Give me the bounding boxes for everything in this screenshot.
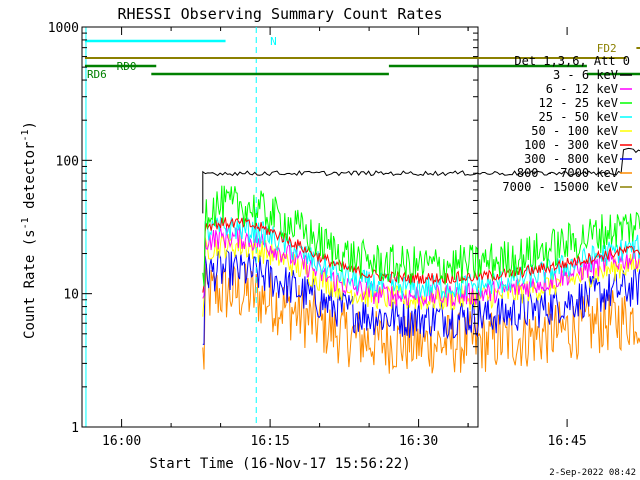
legend-title: Det 1,3,6, Att 0 <box>514 54 630 68</box>
legend-label-1: 6 - 12 keV <box>546 82 618 96</box>
y-axis-label-end: ) <box>22 121 38 129</box>
y-axis-label: Count Rate (s-1 detector-1) <box>20 121 38 339</box>
y-tick-label-1: 10 <box>63 288 79 303</box>
axis-ticks: 16:0016:1516:3016:4517:0017:1517:3011010… <box>48 21 587 449</box>
series-line-1 <box>202 226 640 307</box>
legend-label-4: 50 - 100 keV <box>531 124 618 138</box>
y-axis-label-mid: detector <box>22 142 38 218</box>
y-axis-label-sup1: -1 <box>20 217 31 229</box>
legend-label-6: 300 - 800 keV <box>524 152 618 166</box>
x-tick-label-1: 16:15 <box>251 434 290 449</box>
series-line-0 <box>202 147 640 214</box>
series-line-3 <box>202 216 640 300</box>
series-line-2 <box>202 185 640 287</box>
footer-timestamp: 2-Sep-2022 08:42 <box>549 468 636 478</box>
legend-label-7: 800 - 7000 keV <box>517 166 618 180</box>
chart-title: RHESSI Observing Summary Count Rates <box>117 5 442 23</box>
vertical-markers <box>85 27 257 427</box>
legend-label-0: 3 - 6 keV <box>553 68 618 82</box>
legend-label-2: 12 - 25 keV <box>539 96 618 110</box>
y-axis-label-main: Count Rate (s <box>22 229 38 339</box>
series-line-6 <box>202 249 640 345</box>
legend-label-8: 7000 - 15000 keV <box>502 180 618 194</box>
series-line-4 <box>202 233 640 317</box>
y-tick-label-2: 100 <box>56 154 79 169</box>
legend-label-5: 100 - 300 keV <box>524 138 618 152</box>
flag-label-rd0: RD0 <box>117 60 137 73</box>
x-axis-label: Start Time (16-Nov-17 15:56:22) <box>149 456 410 472</box>
flag-label-fd2: FD2 <box>597 42 617 55</box>
y-tick-label-3: 1000 <box>48 21 79 36</box>
x-tick-label-0: 16:00 <box>102 434 141 449</box>
legend-label-3: 25 - 50 keV <box>539 110 618 124</box>
series-layer <box>202 147 640 374</box>
x-tick-label-3: 16:45 <box>548 434 587 449</box>
x-tick-label-2: 16:30 <box>399 434 438 449</box>
y-axis-label-sup2: -1 <box>20 129 31 141</box>
plot-frame <box>81 26 479 428</box>
y-tick-label-0: 1 <box>71 421 79 436</box>
flag-label-n: N <box>270 35 277 48</box>
flag-label-rd6: RD6 <box>87 68 107 81</box>
series-line-7 <box>202 263 640 374</box>
flag-bars: NFD2FD3RD0RD6 <box>84 35 640 81</box>
